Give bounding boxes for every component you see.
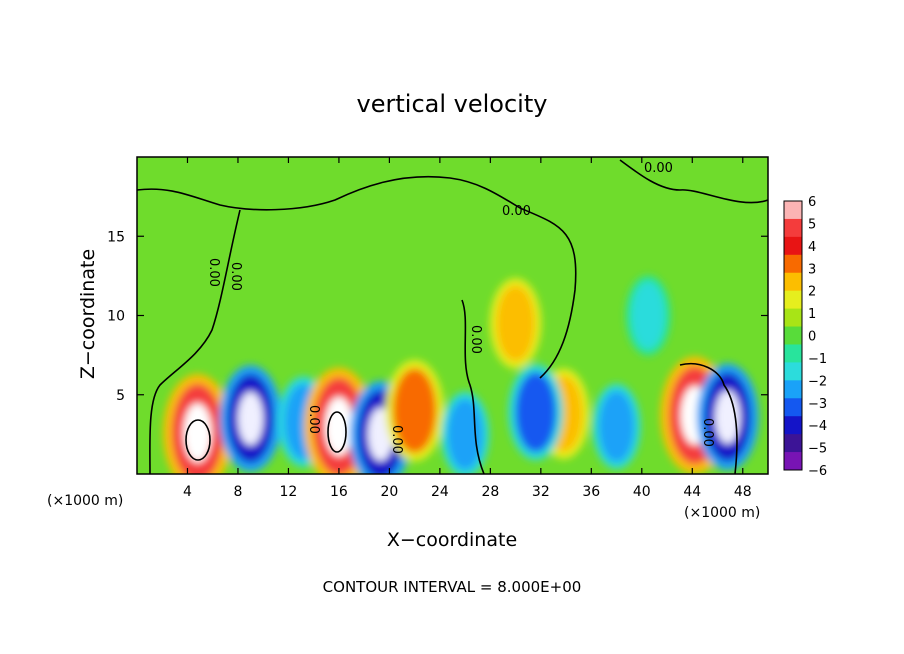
colorbar-label: −4 xyxy=(808,419,827,434)
heatmap-feature-core xyxy=(183,403,212,463)
contour-label: 0.00 xyxy=(502,204,531,219)
colorbar-swatch xyxy=(784,308,802,328)
colorbar-label: −6 xyxy=(808,464,827,479)
x-tick-label: 48 xyxy=(734,484,752,500)
colorbar-swatch xyxy=(784,452,802,471)
heatmap-field xyxy=(163,275,759,474)
colorbar-label: 0 xyxy=(808,330,816,345)
heatmap-feature-core xyxy=(324,397,354,456)
heatmap-feature xyxy=(392,368,437,453)
contour-interval-note: CONTOUR INTERVAL = 8.000E+00 xyxy=(323,578,582,596)
zero-contours xyxy=(137,159,768,474)
colorbar-swatch xyxy=(784,272,802,292)
contour-core-mid xyxy=(327,411,347,453)
contour-label: 0.00 xyxy=(306,405,321,434)
heatmap-feature xyxy=(447,398,483,470)
heatmap-feature xyxy=(631,282,665,349)
x-tick-label: 40 xyxy=(633,484,651,500)
x-tick-label: 32 xyxy=(532,484,550,500)
colorbar: 6 5 4 3 2 1 0 −1 −2 −3 −4 −5 −6 xyxy=(783,195,827,479)
y-tick-label: 5 xyxy=(116,388,125,404)
colorbar-swatch xyxy=(784,380,802,399)
colorbar-label: 2 xyxy=(808,285,816,300)
contour-label: 0.00 xyxy=(644,161,673,176)
colorbar-label: −2 xyxy=(808,374,827,389)
y-tick-label: 10 xyxy=(107,309,125,325)
x-tick-label: 16 xyxy=(330,484,348,500)
contour-label-group: 0.00 0.00 0.00 0.00 0.00 0.00 0.00 0.00 xyxy=(206,161,715,454)
contour-label: 0.00 xyxy=(206,258,221,287)
x-tick-label: 36 xyxy=(582,484,600,500)
colorbar-label: 3 xyxy=(808,262,816,277)
contour-label: 0.00 xyxy=(228,262,243,291)
contour-label: 0.00 xyxy=(468,325,483,354)
y-tick-label: 15 xyxy=(107,229,125,245)
chart-title: vertical velocity xyxy=(357,90,548,118)
x-axis-label: X−coordinate xyxy=(387,529,517,551)
x-unit-left: (×1000 m) xyxy=(47,493,123,509)
colorbar-swatch xyxy=(784,254,802,274)
zero-contour-left xyxy=(149,209,241,474)
plot-area: 0.00 0.00 0.00 0.00 0.00 0.00 0.00 0.00 xyxy=(137,157,768,474)
heatmap-feature xyxy=(496,285,535,362)
colorbar-swatch xyxy=(784,236,802,256)
colorbar-frame xyxy=(783,200,803,471)
colorbar-swatch xyxy=(784,398,802,417)
heatmap-feature-core xyxy=(237,391,264,446)
colorbar-label: 6 xyxy=(808,195,816,210)
x-tick-label: 28 xyxy=(481,484,499,500)
x-tick-label: 20 xyxy=(380,484,398,500)
colorbar-swatch xyxy=(784,201,802,220)
colorbar-label: −1 xyxy=(808,352,827,367)
heatmap-feature-core xyxy=(714,390,741,444)
zero-contour-top-right xyxy=(619,159,768,204)
colorbar-swatch xyxy=(784,362,802,381)
colorbar-label: 4 xyxy=(808,240,816,255)
zero-contour-upper xyxy=(137,175,577,379)
x-tick-label: 24 xyxy=(431,484,449,500)
zero-contour-mid xyxy=(461,299,485,474)
x-tick-label: 4 xyxy=(183,484,192,500)
colorbar-swatch xyxy=(784,434,802,453)
colorbar-label: 5 xyxy=(808,217,816,232)
y-axis: 5 10 15 xyxy=(107,229,768,404)
heatmap-feature xyxy=(515,372,557,453)
x-unit-right: (×1000 m) xyxy=(684,505,760,521)
x-tick-label: 8 xyxy=(233,484,242,500)
colorbar-label: 1 xyxy=(808,307,816,322)
y-axis-label: Z−coordinate xyxy=(77,249,99,379)
colorbar-swatch xyxy=(784,326,802,345)
contour-label: 0.00 xyxy=(700,418,715,447)
colorbar-label: −3 xyxy=(808,397,827,412)
heatmap-feature xyxy=(598,390,635,462)
x-axis: 4 8 12 16 20 24 28 32 36 40 44 48 xyxy=(183,157,752,500)
colorbar-label: −5 xyxy=(808,442,827,457)
colorbar-swatch xyxy=(784,416,802,435)
zero-contour-right xyxy=(679,363,738,474)
x-tick-label: 44 xyxy=(683,484,701,500)
contour-label: 0.00 xyxy=(389,425,404,454)
x-tick-label: 12 xyxy=(280,484,298,500)
contour-core-left xyxy=(185,419,211,461)
colorbar-swatch xyxy=(784,218,802,238)
colorbar-swatch xyxy=(784,290,802,310)
colorbar-swatch xyxy=(784,344,802,363)
